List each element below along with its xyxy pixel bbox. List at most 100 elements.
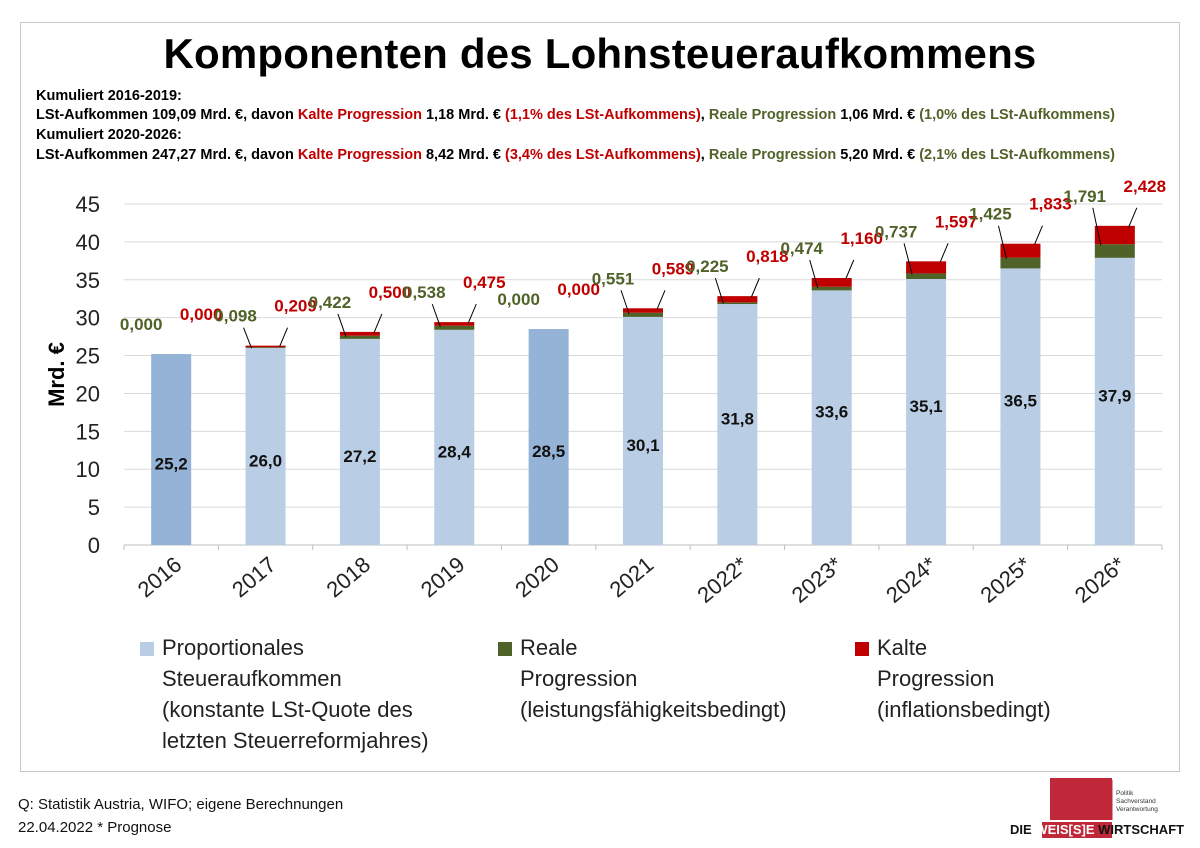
bar-reale — [717, 302, 758, 305]
footer-source: Q: Statistik Austria, WIFO; eigene Berec… — [18, 796, 344, 813]
y-axis-label: Mrd. € — [44, 342, 69, 407]
legend-swatch-reale — [498, 642, 512, 656]
bar-reale — [1094, 244, 1135, 258]
bar-reale — [245, 347, 286, 348]
data-label-reale: 0,098 — [214, 307, 257, 326]
x-tick-label: 2025* — [976, 551, 1036, 607]
info-line-4-kalte-label: Kalte Progression — [297, 147, 422, 163]
leader-line-reale — [1092, 207, 1102, 246]
data-label-kalte: 0,000 — [557, 280, 600, 299]
x-tick-label: 2016 — [133, 552, 187, 603]
x-tick-label: 2017 — [227, 552, 281, 603]
info-line-2-reale-label: Reale Progression — [708, 107, 837, 123]
info-line-4-reale-value: 5,20 Mrd. € — [836, 147, 920, 163]
leader-line-reale — [337, 313, 347, 337]
data-label-proportional: 26,0 — [249, 451, 282, 470]
y-tick-label: 20 — [76, 381, 100, 406]
x-tick-label: 2020 — [510, 552, 564, 603]
die-weisse-wirtschaft-logo: Politik Sachverstand Verantwortung DIE W… — [1010, 778, 1184, 838]
bar-reale — [1000, 257, 1041, 269]
legend-kalte-line-2: Progression — [877, 666, 995, 691]
leader-line-reale — [714, 277, 724, 304]
info-line-2-reale-share: (1,0% des LSt-Aufkommens) — [919, 107, 1115, 123]
data-label-proportional: 28,5 — [532, 442, 565, 461]
bar-reale — [339, 335, 380, 339]
legend-kalte-line-1: Kalte — [877, 635, 928, 660]
data-label-proportional: 31,8 — [721, 410, 754, 429]
info-line-4-reale-label: Reale Progression — [708, 147, 837, 163]
footer-date: 22.04.2022 * Prognose — [18, 819, 172, 836]
leader-line-kalte — [656, 290, 666, 310]
bar-reale — [811, 286, 852, 291]
info-line-2-kalte-label: Kalte Progression — [297, 107, 422, 123]
data-label-kalte: 0,209 — [274, 297, 317, 316]
legend-reale-line-1: Reale — [520, 635, 578, 660]
legend-label-proportional: Proportionales Steueraufkommen (konstant… — [162, 632, 429, 756]
bar-kalte — [1094, 225, 1135, 245]
legend-proportional-line-3: (konstante LSt-Quote des — [162, 697, 413, 722]
logo-tagline-2: Sachverstand — [1116, 798, 1156, 805]
data-label-reale: 1,791 — [1064, 187, 1107, 206]
data-label-proportional: 37,9 — [1098, 386, 1131, 405]
legend-label-reale: Reale Progression (leistungsfähigkeitsbe… — [520, 632, 787, 725]
info-line-1: Kumuliert 2016-2019: — [36, 88, 182, 104]
bar-kalte — [717, 296, 758, 303]
data-label-proportional: 35,1 — [910, 397, 943, 416]
leader-line-kalte — [279, 327, 289, 347]
y-tick-label: 35 — [76, 268, 100, 293]
data-label-kalte: 0,500 — [369, 283, 412, 302]
bar-reale — [623, 312, 663, 317]
data-label-reale: 0,422 — [309, 293, 352, 312]
leader-line-kalte — [373, 313, 383, 334]
leader-line-reale — [809, 259, 819, 288]
stacked-bar-chart: 0 5 10 15 20 25 30 35 40 45 Mrd. € 25,2 0,000 0,000 20… — [44, 177, 1166, 608]
data-label-reale: 0,538 — [403, 283, 446, 302]
info-line-3: Kumuliert 2020-2026: — [36, 127, 182, 143]
info-line-4-part-a: LSt-Aufkommen 247,27 Mrd. €, davon — [36, 147, 298, 163]
bar-reale — [434, 325, 475, 330]
bar-kalte — [811, 278, 852, 287]
x-tick-label: 2023* — [787, 551, 847, 607]
bar-kalte — [1000, 243, 1041, 258]
bar-proportional — [339, 338, 380, 545]
y-tick-label: 45 — [76, 192, 100, 217]
logo-red-block — [1050, 778, 1112, 820]
y-tick-label: 40 — [76, 230, 100, 255]
data-label-proportional: 25,2 — [155, 455, 188, 474]
info-line-2-kalte-value: 1,18 Mrd. € — [421, 107, 505, 123]
data-label-kalte: 0,589 — [652, 259, 695, 278]
x-tick-label: 2019 — [416, 552, 470, 603]
legend-swatch-proportional — [140, 642, 154, 656]
leader-line-reale — [620, 290, 630, 314]
info-line-4-reale-share: (2,1% des LSt-Aufkommens) — [919, 147, 1115, 163]
bar-proportional — [245, 347, 286, 545]
bar-proportional — [434, 329, 475, 545]
legend-proportional-line-4: letzten Steuerreformjahres) — [162, 728, 429, 753]
logo-wordmark: DIE WEIS[S]E WIRTSCHAFT — [1010, 822, 1184, 837]
data-label-proportional: 36,5 — [1004, 392, 1037, 411]
info-line-4-kalte-value: 8,42 Mrd. € — [421, 147, 505, 163]
data-label-reale: 0,551 — [592, 269, 635, 288]
bar-kalte — [906, 261, 947, 274]
data-label-kalte: 0,818 — [746, 247, 789, 266]
bar-proportional — [623, 316, 663, 545]
leader-line-kalte — [750, 277, 760, 298]
bar-proportional — [1094, 257, 1135, 545]
bar-kalte — [434, 322, 475, 326]
info-line-2-sep: , — [700, 107, 709, 123]
y-tick-label: 15 — [76, 419, 100, 444]
bar-reale — [906, 273, 947, 280]
legend-swatch-kalte — [855, 642, 869, 656]
legend-proportional-line-2: Steueraufkommen — [162, 666, 342, 691]
data-label-proportional: 33,6 — [815, 403, 848, 422]
y-tick-label: 10 — [76, 457, 100, 482]
legend-proportional-line-1: Proportionales — [162, 635, 304, 660]
logo-text-left: DIE — [1010, 822, 1035, 837]
data-label-kalte: 0,000 — [180, 305, 223, 324]
info-line-2-part-a: LSt-Aufkommen 109,09 Mrd. €, davon — [36, 107, 298, 123]
bar-proportional — [151, 354, 192, 545]
page-title: Komponenten des Lohnsteueraufkommens — [163, 30, 1037, 77]
info-line-2: LSt-Aufkommen 109,09 Mrd. €, davon Kalte… — [36, 107, 1115, 123]
x-tick-label: 2022* — [692, 551, 752, 607]
leader-line-kalte — [467, 303, 477, 324]
